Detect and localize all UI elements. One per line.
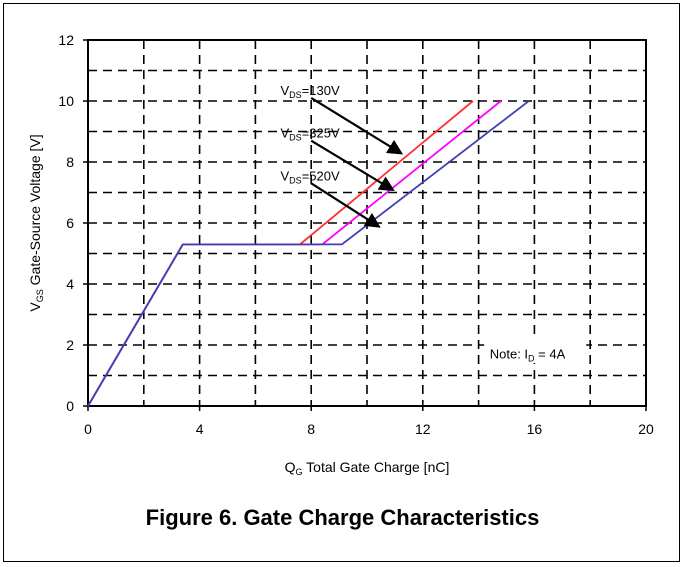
note-text: Note: ID = 4A [490, 347, 566, 364]
series-label-1: VDS=130V [281, 83, 340, 100]
series-arrow-3 [310, 182, 381, 228]
y-tick-label: 10 [58, 93, 74, 109]
y-tick-label: 8 [66, 154, 74, 170]
y-axis-title: VGS Gate-Source Voltage [V] [27, 134, 45, 311]
series-arrow-2 [310, 139, 395, 192]
x-tick-label: 16 [527, 421, 543, 437]
series-line-1 [87, 100, 474, 407]
figure-frame [3, 3, 680, 562]
figure-caption: Figure 6. Gate Charge Characteristics [145, 505, 540, 530]
x-tick-label: 4 [196, 421, 204, 437]
series-label-3: VDS=520V [281, 168, 340, 185]
y-tick-label: 4 [66, 276, 74, 292]
series-label-2: VDS=325V [281, 126, 340, 143]
note-background [484, 337, 587, 363]
x-axis-title: QG Total Gate Charge [nC] [285, 459, 450, 477]
gate-charge-chart: 0 4 8 12 16 20 0 2 4 6 8 10 12 QG Total Gate Charge [… [27, 32, 654, 477]
series-line-3 [87, 100, 530, 407]
x-tick-label: 20 [638, 421, 654, 437]
y-tick-label: 2 [66, 337, 74, 353]
y-tick-label: 0 [66, 398, 74, 414]
x-tick-label: 8 [307, 421, 315, 437]
y-tick-label: 12 [58, 32, 74, 48]
x-tick-label: 12 [415, 421, 431, 437]
series-arrow-1 [310, 97, 404, 155]
y-tick-label: 6 [66, 215, 74, 231]
x-tick-label: 0 [84, 421, 92, 437]
